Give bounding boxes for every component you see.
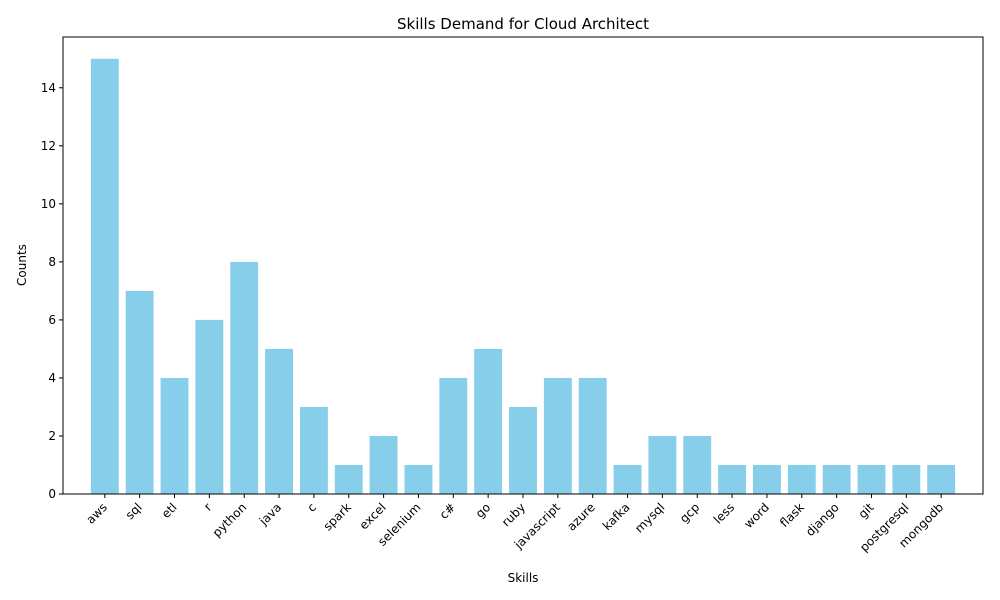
bar-mongodb [927,464,956,494]
bars-group [90,58,956,495]
x-tick-label: kafka [600,500,633,533]
x-tick-label: java [256,500,284,528]
y-tick-label: 2 [48,429,56,443]
y-tick-label: 0 [48,487,56,501]
bar-postgresql [892,464,921,494]
y-tick-label: 14 [41,81,56,95]
bar-c# [439,377,468,494]
bar-excel [369,435,398,494]
x-tick-label: c [304,500,319,515]
y-tick-label: 8 [48,255,56,269]
bar-ruby [509,406,537,494]
bar-python [230,261,259,494]
x-tick-label: mysql [632,500,667,535]
bar-git [857,464,886,494]
x-tick-label: etl [159,500,180,521]
y-tick-label: 12 [41,139,56,153]
bar-sql [125,290,154,494]
x-tick-label: gcp [677,500,702,525]
x-tick-label: aws [83,500,109,526]
y-tick-label: 6 [48,313,56,327]
x-tick-label: ruby [499,500,528,529]
x-tick-label: less [711,500,737,526]
bar-selenium [404,464,433,494]
bar-java [265,348,293,494]
y-tick-label: 10 [41,197,56,211]
bar-spark [334,464,363,494]
y-axis-title: Counts [15,244,29,286]
x-tick-label: go [473,500,493,520]
bar-kafka [613,464,642,494]
x-tick-label: python [210,500,250,540]
x-tick-label: excel [357,500,389,532]
bar-azure [578,377,607,494]
x-tick-label: r [201,500,214,513]
chart-title: Skills Demand for Cloud Architect [397,15,649,33]
x-tick-label: sql [123,500,145,522]
x-axis-title: Skills [508,571,539,585]
y-axis: 0 2 4 6 8 10 12 14 [41,81,63,501]
bar-aws [90,58,119,495]
bar-etl [160,377,189,494]
y-tick-label: 4 [48,371,56,385]
x-tick-label: spark [321,500,354,533]
bar-gcp [683,435,712,494]
bar-c [299,406,328,494]
x-tick-label: word [741,500,772,531]
bar-mysql [648,435,677,494]
bar-django [822,464,851,494]
x-tick-label: c# [437,500,459,522]
bar-go [474,348,503,494]
bar-javascript [543,377,572,494]
bar-flask [787,464,816,494]
x-tick-label: azure [564,500,597,533]
x-tick-label: django [803,500,842,539]
x-tick-label: git [856,500,877,521]
x-tick-label: flask [777,500,807,530]
bar-less [718,464,747,494]
bar-r [195,319,224,494]
bar-word [753,464,781,494]
